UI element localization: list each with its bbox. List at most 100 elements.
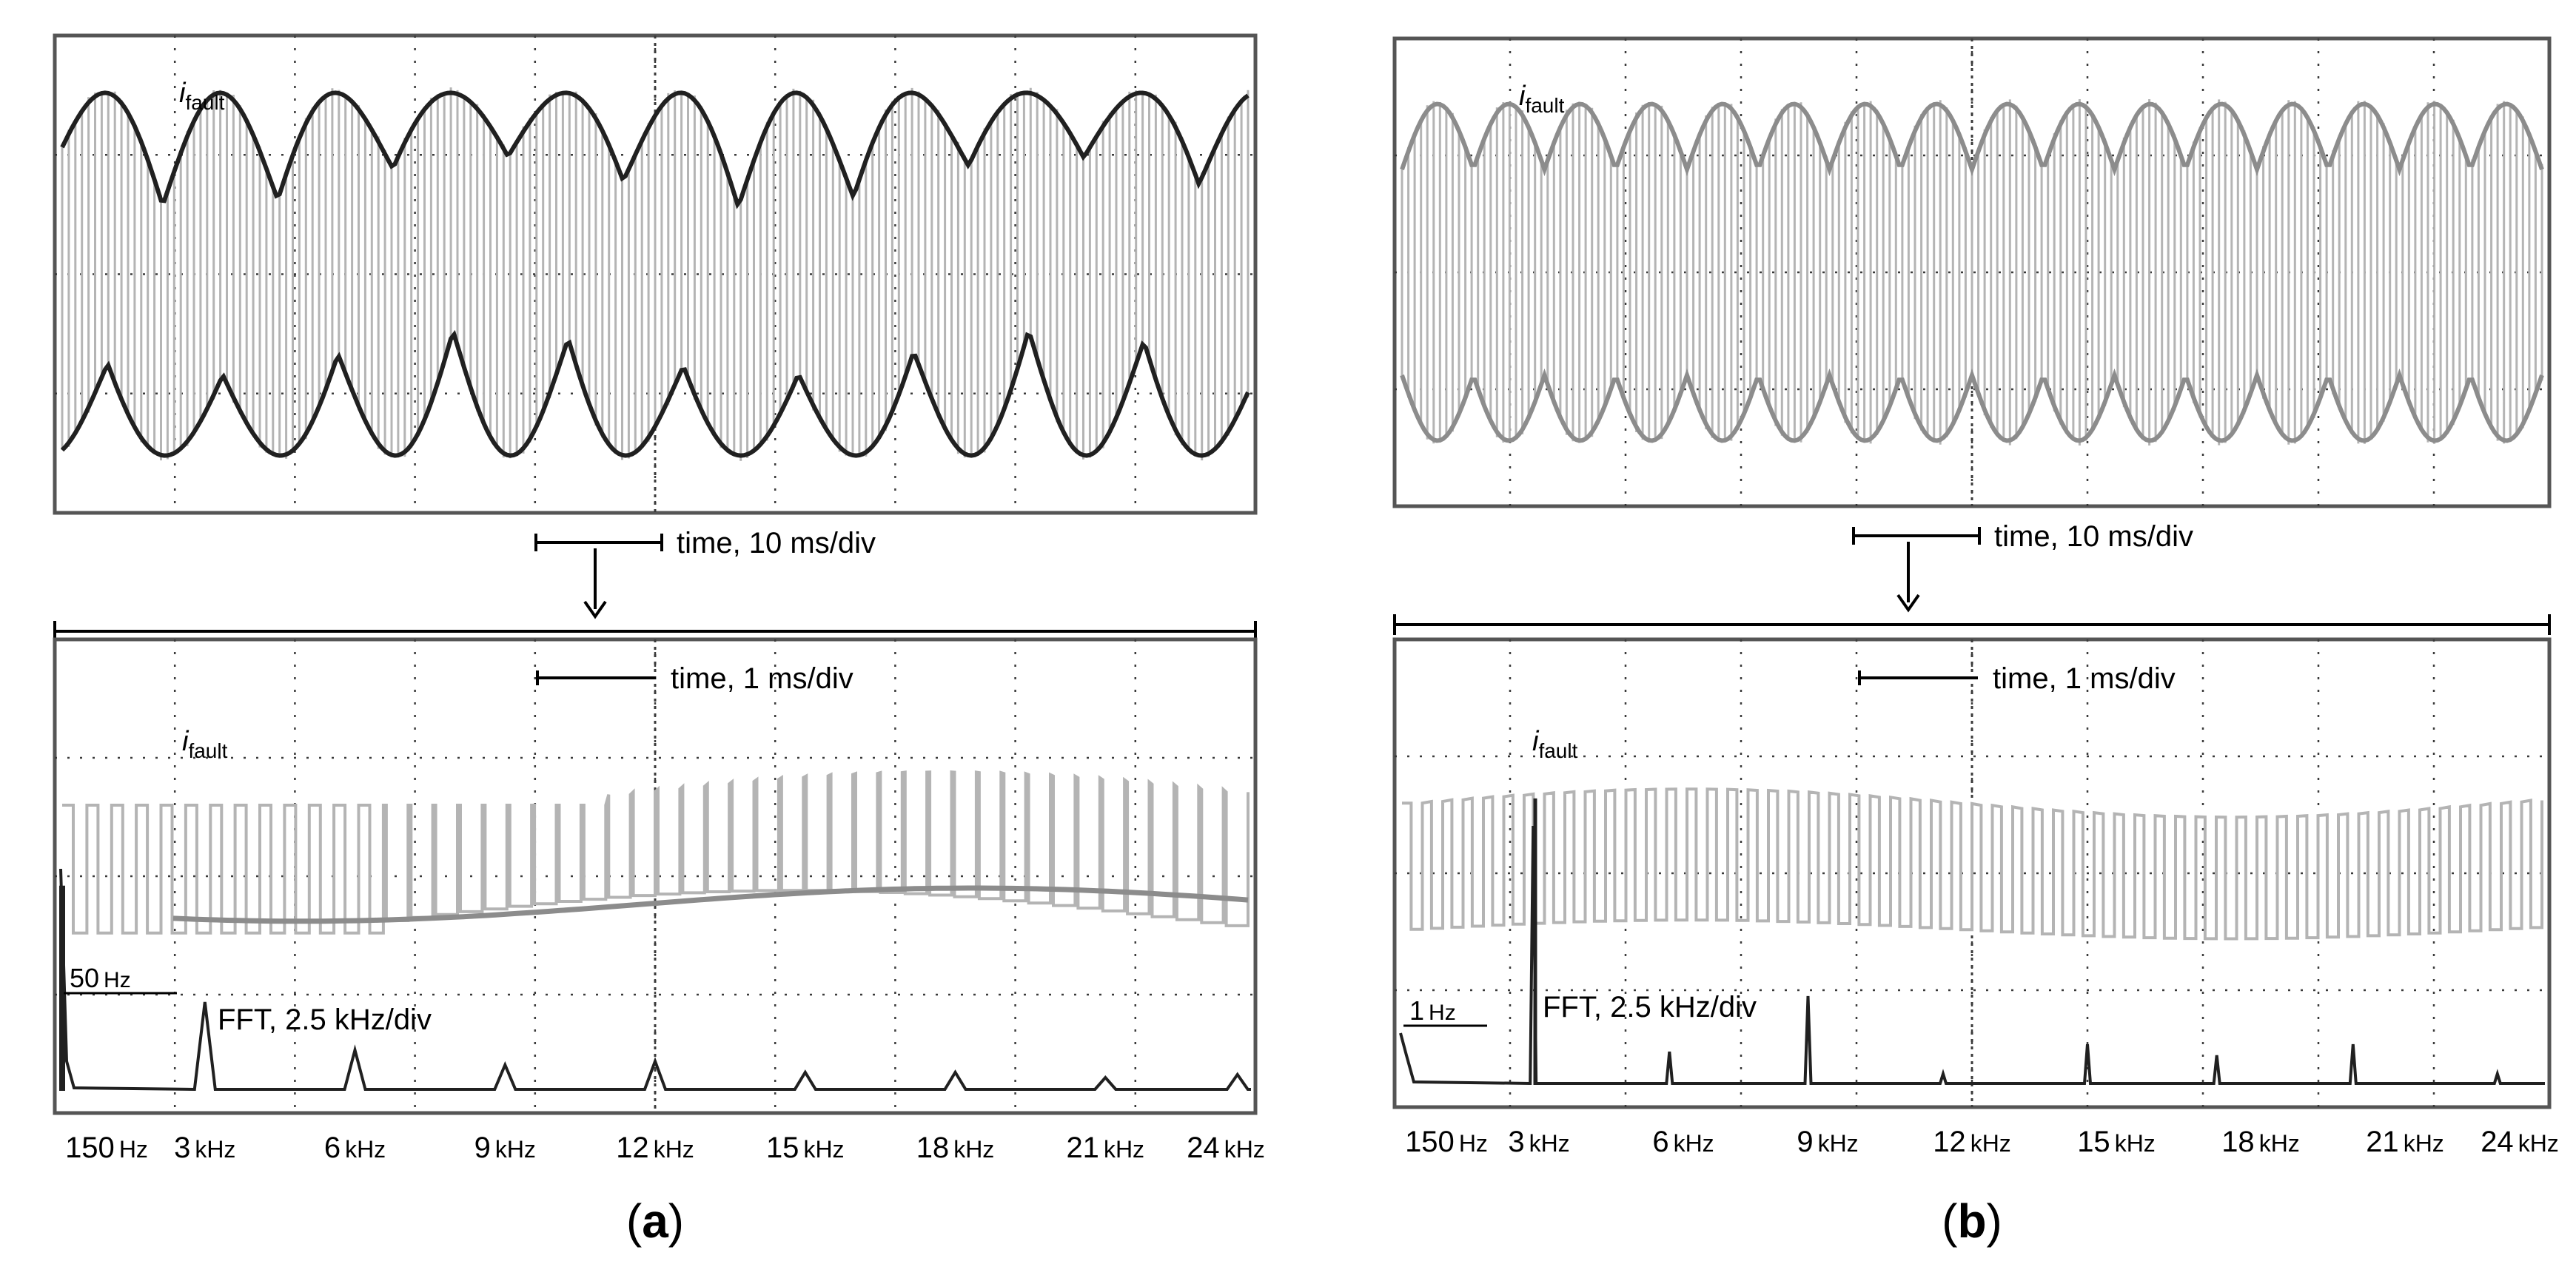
freq-tick-label: 18 kHz bbox=[2221, 1126, 2300, 1158]
freq-tick-label: 24 kHz bbox=[2481, 1126, 2559, 1158]
time-scale-label: time, 10 ms/div bbox=[1994, 520, 2193, 553]
freq-tick-unit: kHz bbox=[803, 1136, 844, 1163]
freq-tick-unit: kHz bbox=[2115, 1130, 2156, 1157]
freq-tick-unit: kHz bbox=[1970, 1130, 2011, 1157]
freq-tick-unit: kHz bbox=[195, 1136, 235, 1163]
freq-tick-unit: kHz bbox=[1818, 1130, 1859, 1157]
freq-tick-label: 9 kHz bbox=[1797, 1126, 1858, 1158]
signal-label-main: i bbox=[1519, 81, 1526, 112]
signal-label-main: i bbox=[1532, 726, 1540, 757]
freq-tick-unit: kHz bbox=[953, 1136, 994, 1163]
freq-tick-unit: kHz bbox=[1674, 1130, 1714, 1157]
upper-envelope bbox=[60, 90, 1250, 209]
freq-tick-unit: Hz bbox=[1459, 1130, 1488, 1157]
pwm-switching-lines bbox=[61, 87, 1250, 461]
pwm-switching-lines bbox=[1401, 99, 2543, 446]
panel-caption: (a) bbox=[626, 1194, 684, 1248]
freq-tick-num: 3 bbox=[1508, 1126, 1524, 1158]
signal-label-sub: fault bbox=[1525, 94, 1564, 117]
freq-tick-unit: kHz bbox=[2259, 1130, 2300, 1157]
freq-tick-unit: kHz bbox=[495, 1136, 536, 1163]
marker-label: 1 Hz bbox=[1409, 995, 1456, 1026]
signal-label: ifault bbox=[1532, 726, 1578, 762]
freq-tick-num: 15 bbox=[2077, 1126, 2110, 1158]
freq-tick-label: 12 kHz bbox=[616, 1132, 694, 1164]
freq-tick-label: 21 kHz bbox=[2366, 1126, 2444, 1158]
caption-letter: b bbox=[1957, 1194, 1986, 1248]
fft-label: FFT, 2.5 kHz/div bbox=[218, 1004, 432, 1036]
zoomed-waveform bbox=[1402, 787, 2543, 941]
freq-tick-unit: Hz bbox=[119, 1136, 148, 1163]
freq-tick-num: 12 bbox=[616, 1132, 649, 1164]
freq-tick-num: 18 bbox=[916, 1132, 950, 1164]
freq-tick-num: 9 bbox=[474, 1132, 491, 1164]
fft-spectrum bbox=[59, 868, 1251, 1092]
freq-tick-label: 3 kHz bbox=[1508, 1126, 1569, 1158]
caption-letter: a bbox=[642, 1194, 668, 1248]
freq-tick-label: 12 kHz bbox=[1933, 1126, 2011, 1158]
signal-label: ifault bbox=[179, 78, 225, 114]
zoom-arrow-head bbox=[583, 600, 607, 619]
freq-tick-num: 150 bbox=[1405, 1126, 1455, 1158]
caption-paren: ) bbox=[1987, 1194, 2002, 1248]
top-scope: ifault time, 10 ms/div bbox=[53, 33, 1258, 642]
signal-label-main: i bbox=[182, 726, 189, 757]
fft-label: FFT, 2.5 kHz/div bbox=[1543, 991, 1757, 1023]
freq-tick-label: 9 kHz bbox=[474, 1132, 536, 1164]
freq-tick-unit: kHz bbox=[1529, 1130, 1570, 1157]
slow-component bbox=[172, 885, 1249, 924]
time-scale-label: time, 1 ms/div bbox=[671, 662, 853, 695]
marker-value: 50 bbox=[70, 963, 99, 993]
zoom-arrow-head bbox=[1896, 594, 1920, 613]
caption-paren: ( bbox=[626, 1194, 642, 1248]
signal-label: ifault bbox=[1519, 81, 1565, 117]
freq-tick-num: 6 bbox=[1652, 1126, 1668, 1158]
freq-tick-unit: kHz bbox=[654, 1136, 694, 1163]
freq-tick-label: 15 kHz bbox=[766, 1132, 845, 1164]
signal-label: ifault bbox=[182, 726, 228, 762]
freq-tick-num: 15 bbox=[766, 1132, 799, 1164]
freq-tick-num: 21 bbox=[1066, 1132, 1099, 1164]
signal-label-sub: fault bbox=[1538, 739, 1577, 762]
pwm-trace bbox=[1401, 99, 2543, 446]
time-scale-label: time, 1 ms/div bbox=[1993, 662, 2176, 695]
freq-tick-unit: kHz bbox=[2404, 1130, 2444, 1157]
freq-tick-label: 150 Hz bbox=[65, 1132, 148, 1164]
freq-tick-label: 24 kHz bbox=[1187, 1132, 1265, 1164]
freq-tick-unit: kHz bbox=[2518, 1130, 2559, 1157]
signal-label-sub: fault bbox=[185, 91, 224, 114]
freq-tick-label: 6 kHz bbox=[1652, 1126, 1714, 1158]
freq-tick-unit: kHz bbox=[1224, 1136, 1265, 1163]
freq-tick-unit: kHz bbox=[1104, 1136, 1144, 1163]
freq-tick-label: 15 kHz bbox=[2077, 1126, 2156, 1158]
signal-label-sub: fault bbox=[188, 739, 227, 762]
freq-tick-num: 3 bbox=[174, 1132, 190, 1164]
freq-tick-num: 12 bbox=[1933, 1126, 1966, 1158]
marker-value: 1 bbox=[1409, 995, 1424, 1026]
time-scale-label: time, 10 ms/div bbox=[677, 527, 876, 559]
freq-tick-label: 21 kHz bbox=[1066, 1132, 1144, 1164]
freq-tick-num: 9 bbox=[1797, 1126, 1813, 1158]
pwm-trace bbox=[61, 87, 1250, 461]
freq-tick-num: 24 bbox=[1187, 1132, 1220, 1164]
lower-envelope bbox=[60, 329, 1250, 458]
top-scope: ifault time, 10 ms/div bbox=[1392, 36, 2552, 635]
freq-tick-num: 150 bbox=[65, 1132, 115, 1164]
freq-tick-label: 3 kHz bbox=[174, 1132, 235, 1164]
marker-label: 50 Hz bbox=[70, 963, 131, 993]
marker-unit: Hz bbox=[1429, 1001, 1456, 1025]
freq-tick-unit: kHz bbox=[345, 1136, 386, 1163]
zoomed-waveform bbox=[62, 770, 1250, 935]
panel-caption: (b) bbox=[1942, 1194, 2002, 1248]
caption-paren: ( bbox=[1942, 1194, 1957, 1248]
upper-envelope bbox=[1400, 101, 2544, 177]
freq-tick-label: 18 kHz bbox=[916, 1132, 995, 1164]
freq-tick-num: 24 bbox=[2481, 1126, 2514, 1158]
freq-tick-num: 6 bbox=[324, 1132, 341, 1164]
marker-unit: Hz bbox=[104, 968, 131, 992]
